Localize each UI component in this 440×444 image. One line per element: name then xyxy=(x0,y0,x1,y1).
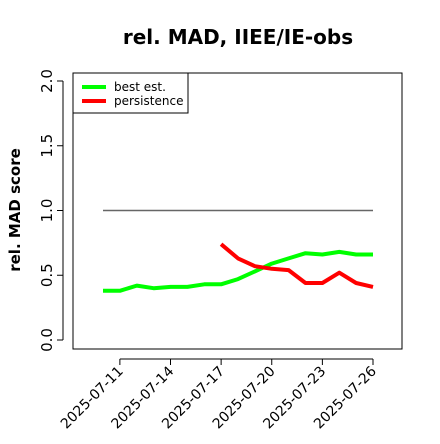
y-tick-label: 1.0 xyxy=(38,199,56,223)
legend-label: persistence xyxy=(114,94,183,108)
series-line-best-est- xyxy=(103,249,373,293)
y-tick-label: 0.0 xyxy=(38,328,56,352)
legend-label: best est. xyxy=(114,80,166,94)
y-tick-label: 2.0 xyxy=(38,69,56,93)
legend-box xyxy=(72,72,189,114)
series-line-persistence xyxy=(219,242,374,289)
plot-area: 0.00.51.01.52.02025-07-112025-07-142025-… xyxy=(38,69,403,432)
chart-title: rel. MAD, IIEE/IE-obs xyxy=(123,25,353,49)
plot-frame xyxy=(72,72,403,350)
y-tick-label: 0.5 xyxy=(38,263,56,287)
y-axis-label: rel. MAD score xyxy=(6,148,24,272)
y-tick-label: 1.5 xyxy=(38,134,56,158)
